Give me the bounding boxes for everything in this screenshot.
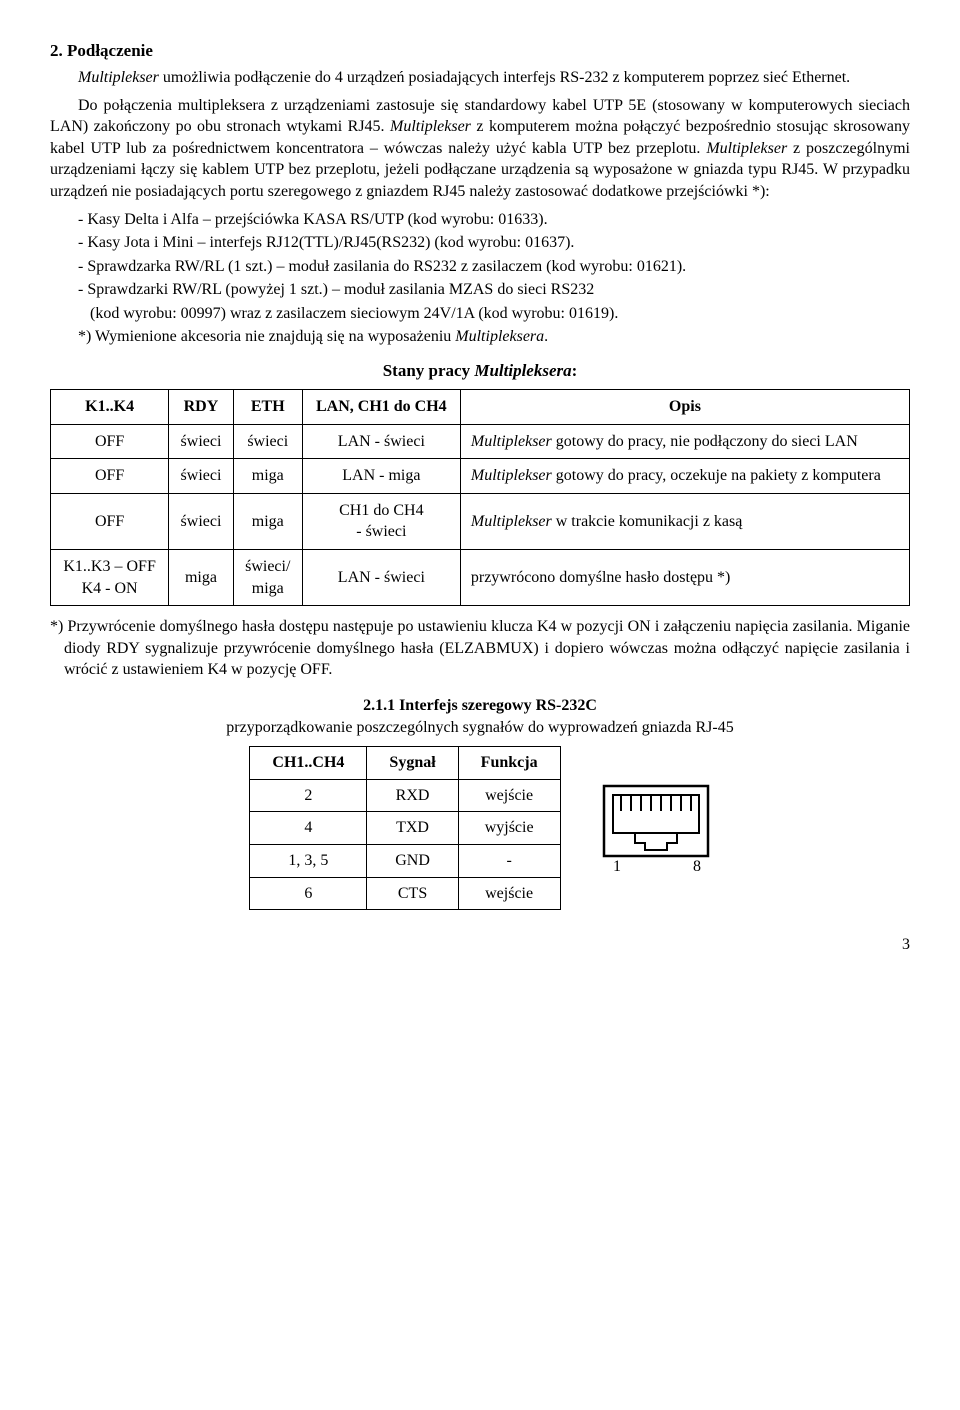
td: LAN - miga (302, 459, 460, 494)
td: GND (367, 844, 458, 877)
list-item: - Sprawdzarki RW/RL (powyżej 1 szt.) – m… (50, 279, 910, 301)
list-item-cont: (kod wyrobu: 00997) wraz z zasilaczem si… (50, 303, 910, 325)
pin-label: 8 (693, 858, 701, 873)
t1-title-pre: Stany pracy (383, 361, 475, 380)
table-row: OFFświecimigaLAN - migaMultiplekser goto… (51, 459, 910, 494)
td: miga (233, 493, 302, 549)
th: Opis (460, 390, 909, 425)
desc-text: w trakcie komunikacji z kasą (552, 513, 743, 530)
td: CTS (367, 877, 458, 910)
em-text: Multiplekser (78, 69, 159, 86)
td: OFF (51, 459, 169, 494)
foot-pre: *) Wymienione akcesoria nie znajdują się… (78, 328, 455, 345)
table1-title: Stany pracy Multipleksera: (50, 360, 910, 383)
table2-title: 2.1.1 Interfejs szeregowy RS-232C (50, 695, 910, 717)
table-row: 4TXDwyjście (250, 812, 560, 845)
td-desc: Multiplekser gotowy do pracy, oczekuje n… (460, 459, 909, 494)
table2-wrap: CH1..CH4 Sygnał Funkcja 2RXDwejście4TXDw… (50, 746, 910, 910)
td: LAN - świeci (302, 424, 460, 459)
th: RDY (169, 390, 233, 425)
td: - (458, 844, 560, 877)
list-item: - Kasy Delta i Alfa – przejściówka KASA … (50, 209, 910, 231)
pinout-table: CH1..CH4 Sygnał Funkcja 2RXDwejście4TXDw… (249, 746, 560, 910)
table-row: OFFświeciświeciLAN - świeciMultiplekser … (51, 424, 910, 459)
table2-desc: przyporządkowanie poszczególnych sygnałó… (50, 717, 910, 739)
states-table: K1..K4 RDY ETH LAN, CH1 do CH4 Opis OFFś… (50, 389, 910, 606)
list-item: - Kasy Jota i Mini – interfejs RJ12(TTL)… (50, 232, 910, 254)
em-text: Multipleksera (455, 328, 544, 345)
td: świeci (169, 493, 233, 549)
td: OFF (51, 493, 169, 549)
td: OFF (51, 424, 169, 459)
td: miga (233, 459, 302, 494)
footnote: *) Wymienione akcesoria nie znajdują się… (50, 326, 910, 348)
th: CH1..CH4 (250, 747, 367, 780)
rj45-icon: 1 8 (601, 783, 711, 873)
em-text: Multiplekser (471, 433, 552, 450)
table-row: OFFświecimigaCH1 do CH4 - świeciMultiple… (51, 493, 910, 549)
td: świeci (169, 424, 233, 459)
table1-note: *) Przywrócenie domyślnego hasła dostępu… (50, 616, 910, 681)
t1-title-post: : (572, 361, 578, 380)
em-text: Multiplekser (471, 467, 552, 484)
td-desc: Multiplekser gotowy do pracy, nie podłąc… (460, 424, 909, 459)
td: wejście (458, 779, 560, 812)
th: K1..K4 (51, 390, 169, 425)
td: TXD (367, 812, 458, 845)
section-title: 2. Podłączenie (50, 40, 910, 63)
paragraph: Do połączenia multipleksera z urządzenia… (50, 95, 910, 203)
td: K1..K3 – OFF K4 - ON (51, 549, 169, 605)
table-row: 1, 3, 5GND- (250, 844, 560, 877)
list-item: - Sprawdzarka RW/RL (1 szt.) – moduł zas… (50, 256, 910, 278)
td: świeci (233, 424, 302, 459)
td: 2 (250, 779, 367, 812)
desc-text: gotowy do pracy, nie podłączony do sieci… (552, 433, 858, 450)
td-desc: Multiplekser w trakcie komunikacji z kas… (460, 493, 909, 549)
td: miga (169, 549, 233, 605)
td: wejście (458, 877, 560, 910)
td: 4 (250, 812, 367, 845)
td: świeci (169, 459, 233, 494)
table-header-row: K1..K4 RDY ETH LAN, CH1 do CH4 Opis (51, 390, 910, 425)
desc-text: przywrócono domyślne hasło dostępu *) (471, 569, 731, 586)
th: Funkcja (458, 747, 560, 780)
paragraph: Multiplekser umożliwia podłączenie do 4 … (50, 67, 910, 89)
th: ETH (233, 390, 302, 425)
p1-tail: umożliwia podłączenie do 4 urządzeń posi… (159, 69, 850, 86)
td: wyjście (458, 812, 560, 845)
table-header-row: CH1..CH4 Sygnał Funkcja (250, 747, 560, 780)
em-text: Multiplekser (471, 513, 552, 530)
em-text: Multiplekser (390, 118, 471, 135)
td: CH1 do CH4 - świeci (302, 493, 460, 549)
em-text: Multiplekser (706, 140, 787, 157)
td: LAN - świeci (302, 549, 460, 605)
td: 1, 3, 5 (250, 844, 367, 877)
page-number: 3 (50, 934, 910, 956)
table-row: K1..K3 – OFF K4 - ONmigaświeci/ migaLAN … (51, 549, 910, 605)
td-desc: przywrócono domyślne hasło dostępu *) (460, 549, 909, 605)
table-row: 2RXDwejście (250, 779, 560, 812)
td: świeci/ miga (233, 549, 302, 605)
foot-post: . (544, 328, 548, 345)
td: RXD (367, 779, 458, 812)
th: Sygnał (367, 747, 458, 780)
t1-title-em: Multipleksera (474, 361, 571, 380)
pin-label: 1 (613, 858, 621, 873)
th: LAN, CH1 do CH4 (302, 390, 460, 425)
table-row: 6CTSwejście (250, 877, 560, 910)
td: 6 (250, 877, 367, 910)
desc-text: gotowy do pracy, oczekuje na pakiety z k… (552, 467, 881, 484)
